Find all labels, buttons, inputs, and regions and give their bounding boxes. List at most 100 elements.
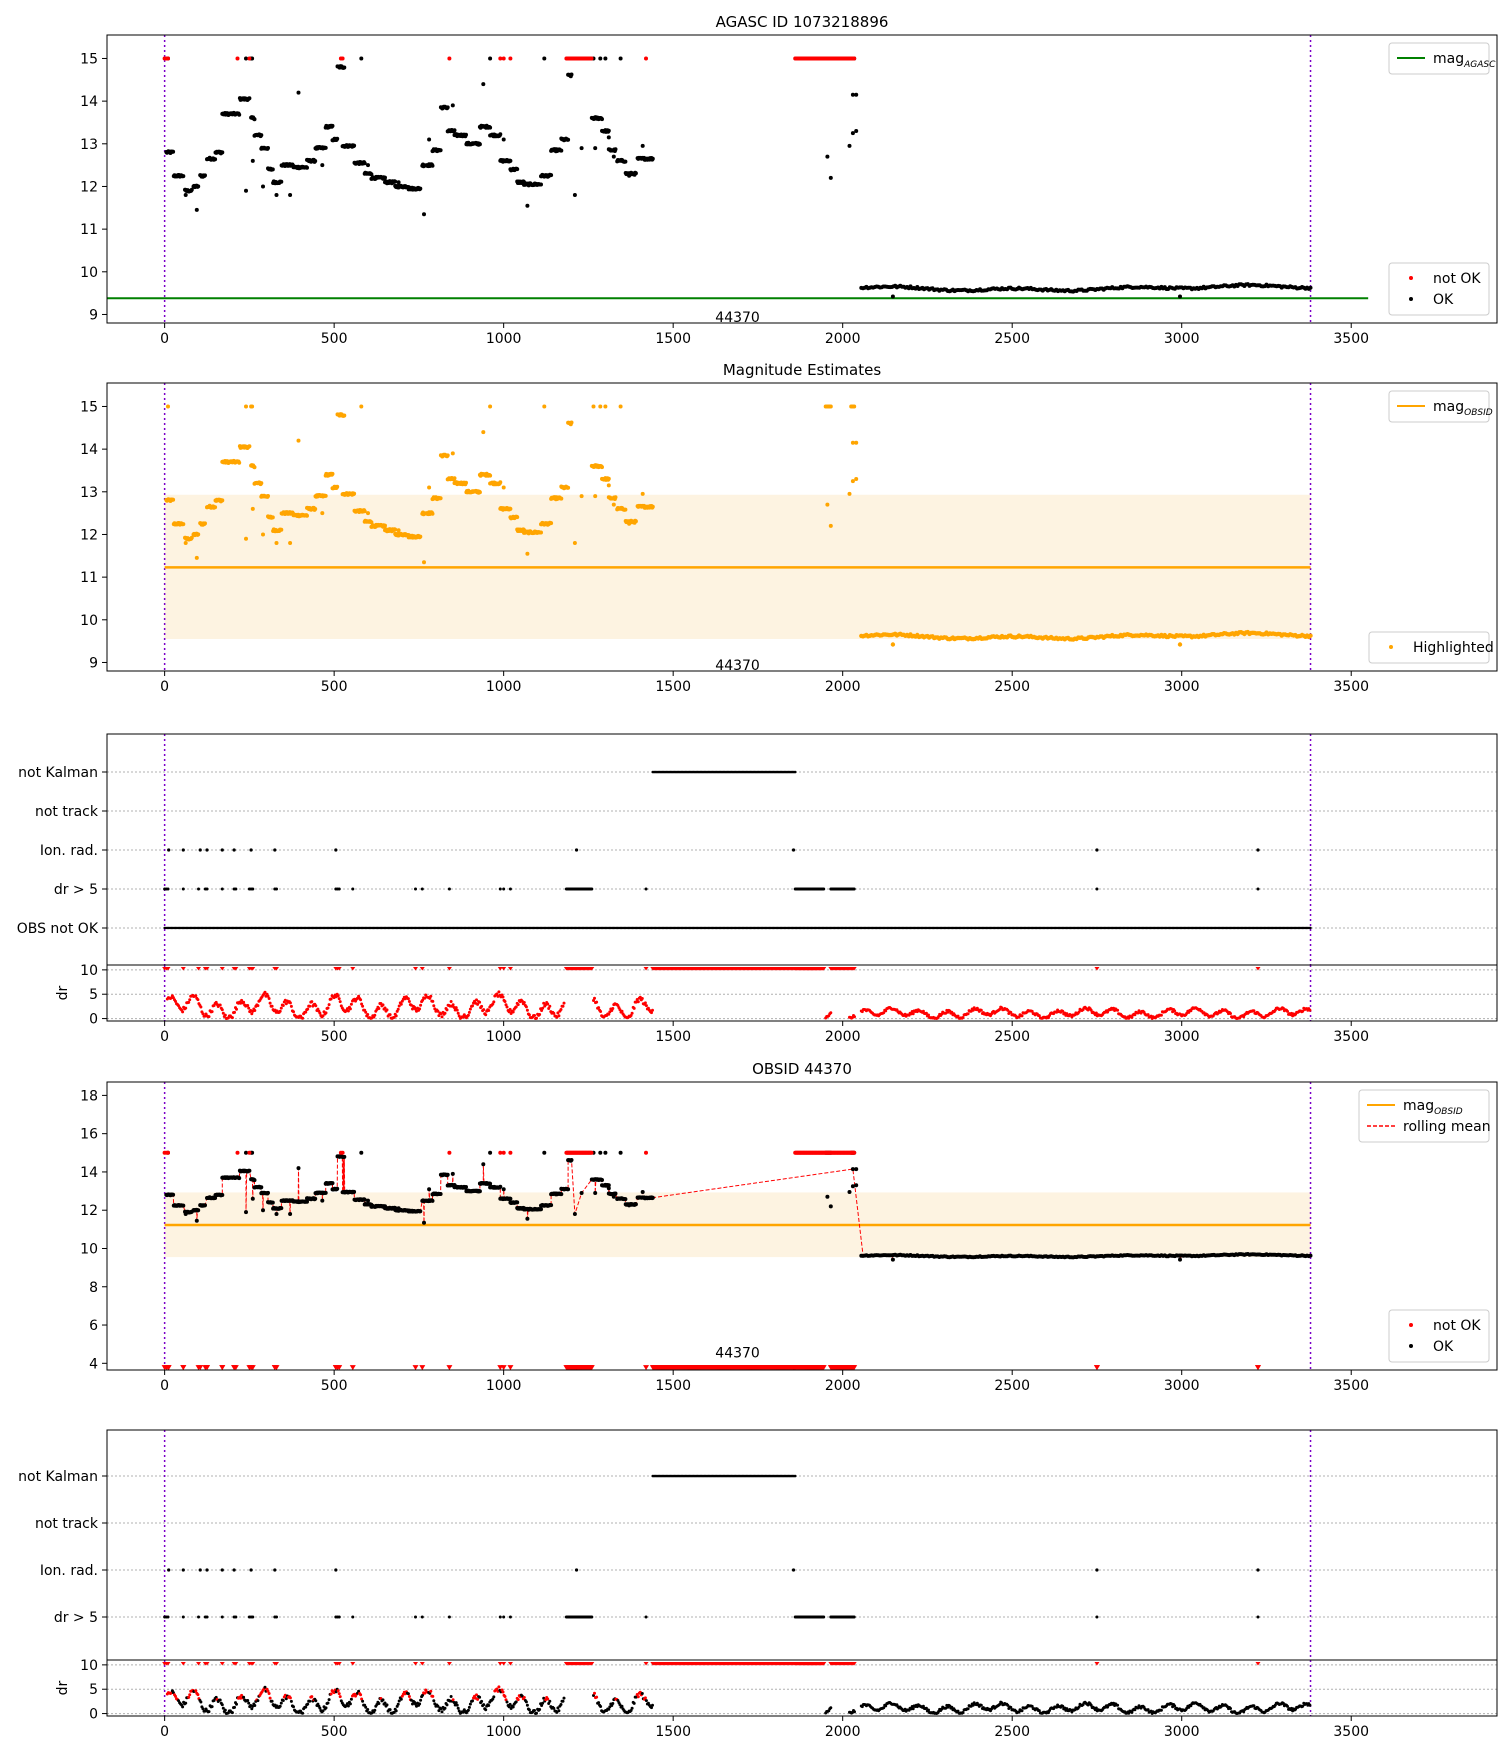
ok-point xyxy=(559,148,564,153)
dr-overflow-marker xyxy=(497,967,503,971)
ok-point xyxy=(438,148,443,153)
not-ok-point xyxy=(498,56,503,61)
ok-point xyxy=(481,82,486,87)
flag-point xyxy=(275,887,279,891)
dr-overflow-marker xyxy=(350,967,356,971)
dr-point xyxy=(394,1014,398,1018)
dr-point xyxy=(927,1013,930,1017)
dr-point xyxy=(194,994,198,998)
ok-point xyxy=(342,65,347,70)
ok-point xyxy=(618,56,623,61)
category-label: dr > 5 xyxy=(54,882,98,898)
not-ok-point xyxy=(852,56,857,61)
plot-area xyxy=(107,35,1369,323)
not-ok-point xyxy=(235,56,240,61)
flag-point xyxy=(822,887,826,891)
highlighted-point xyxy=(342,413,347,418)
flag-point xyxy=(181,848,185,852)
ok-point xyxy=(189,187,194,192)
legend-box xyxy=(1388,42,1490,75)
ok-point xyxy=(335,1186,340,1191)
highlighted-point xyxy=(244,536,248,541)
highlighted-point xyxy=(600,465,604,470)
highlighted-point xyxy=(189,535,194,540)
highlighted-point xyxy=(498,480,503,485)
ok-point xyxy=(203,173,207,178)
ok-point xyxy=(181,1203,186,1208)
ok-point xyxy=(270,167,275,172)
highlighted-point xyxy=(611,502,616,507)
dr-point xyxy=(220,1008,224,1012)
dr-point xyxy=(595,1000,599,1004)
highlighted-point xyxy=(288,541,293,545)
ok-point xyxy=(593,146,598,151)
highlighted-point xyxy=(194,555,199,560)
ok-point xyxy=(450,103,455,108)
dr-point xyxy=(630,1011,634,1015)
highlighted-point xyxy=(650,504,655,509)
dr-overflow-marker xyxy=(196,967,202,971)
ok-point xyxy=(606,135,611,140)
dr-point xyxy=(466,1013,470,1017)
dr-point xyxy=(324,1011,328,1015)
highlighted-point xyxy=(330,471,335,476)
flag-point xyxy=(251,887,255,891)
dr-point xyxy=(611,1007,615,1010)
dr-point xyxy=(326,1006,330,1010)
dr-point xyxy=(188,998,192,1002)
y-tick-label: 12 xyxy=(80,527,98,543)
highlighted-point xyxy=(593,494,598,499)
highlighted-point xyxy=(396,528,401,533)
dr-point xyxy=(618,1008,622,1012)
highlighted-point xyxy=(549,521,554,526)
x-tick-label: 1000 xyxy=(486,679,522,695)
dr-point xyxy=(509,1012,513,1015)
dr-point xyxy=(1077,1010,1081,1014)
dr-point xyxy=(507,1010,511,1014)
highlighted-point xyxy=(250,506,255,511)
dr-point xyxy=(533,1014,536,1017)
dr-point xyxy=(636,1000,640,1004)
dr-point xyxy=(535,1016,538,1020)
ok-point xyxy=(259,1185,264,1190)
dr-point xyxy=(1308,1008,1312,1012)
ok-point xyxy=(501,137,506,142)
dr-point xyxy=(599,1010,603,1013)
dr-overflow-marker xyxy=(219,967,225,971)
ok-point xyxy=(196,184,201,189)
dr-point xyxy=(349,1002,353,1006)
ok-point xyxy=(362,1197,367,1202)
highlighted-point xyxy=(427,485,432,490)
dr-point xyxy=(383,1006,387,1010)
dr-point xyxy=(318,1011,322,1015)
dr-point xyxy=(505,1005,509,1009)
flag-point xyxy=(791,848,796,852)
category-label: not track xyxy=(35,804,99,820)
ok-point xyxy=(359,56,364,61)
dr-point xyxy=(559,1008,563,1011)
ok-point xyxy=(445,105,450,110)
highlighted-point xyxy=(640,491,645,496)
x-tick-label: 1500 xyxy=(655,1029,691,1045)
highlighted-point xyxy=(166,404,170,409)
highlighted-point xyxy=(266,494,270,498)
ok-point xyxy=(261,184,265,189)
ok-point xyxy=(313,159,318,163)
ok-point xyxy=(579,146,584,151)
ok-point xyxy=(600,117,604,122)
ok-point xyxy=(352,143,357,148)
ok-point xyxy=(288,193,293,197)
highlighted-point xyxy=(171,497,176,502)
dr-point xyxy=(381,1003,385,1007)
category-label: Ion. rad. xyxy=(40,843,98,859)
dr-point xyxy=(256,1004,260,1008)
dr-point xyxy=(223,1013,227,1017)
highlighted-point xyxy=(279,527,284,532)
ok-point xyxy=(305,1199,309,1204)
dr-overflow-marker xyxy=(821,967,827,971)
dr-point xyxy=(181,1010,185,1014)
dr-point xyxy=(650,1011,653,1015)
flag-point xyxy=(205,887,209,891)
dr-point xyxy=(253,1009,257,1012)
